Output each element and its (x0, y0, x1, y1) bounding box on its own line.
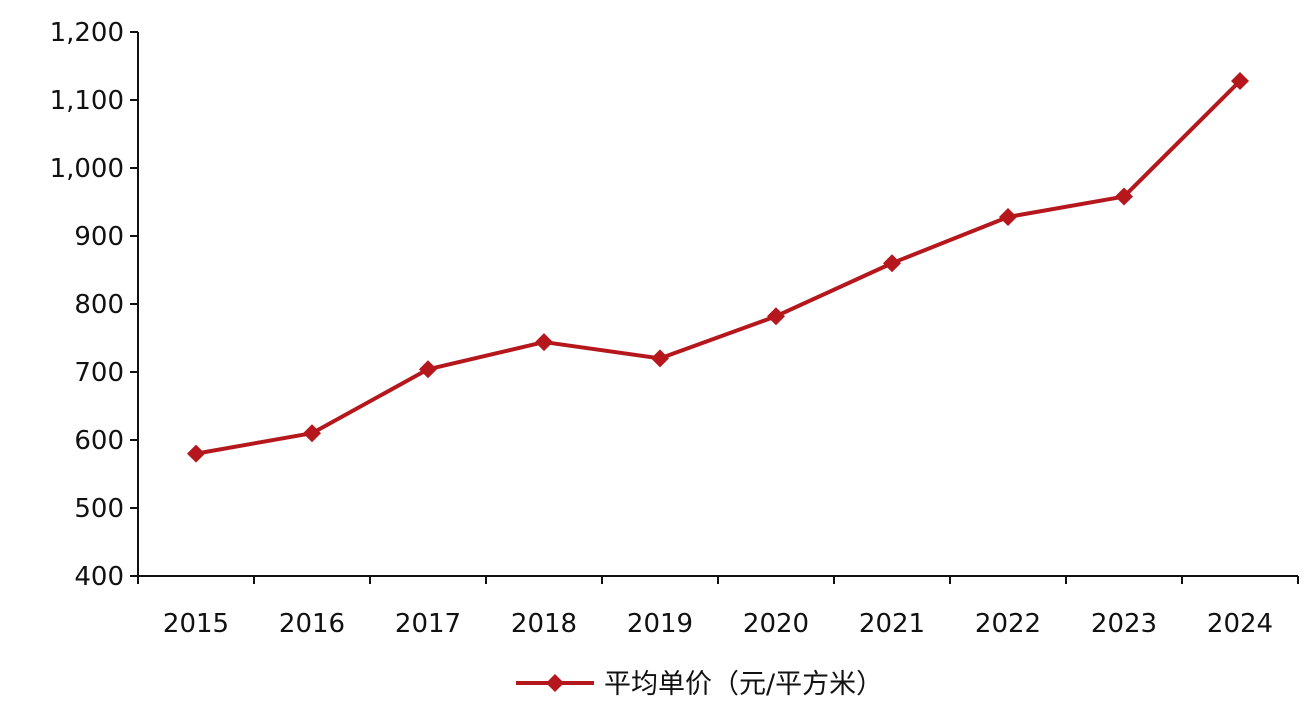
data-point-marker (767, 307, 785, 326)
series-area (187, 71, 1249, 463)
y-tick-label: 1,100 (50, 86, 124, 116)
legend: 平均单价（元/平方米） (516, 669, 883, 700)
x-tick-label: 2023 (1091, 609, 1157, 639)
y-tick-label: 1,000 (50, 154, 124, 184)
x-tick-label: 2024 (1207, 609, 1273, 639)
data-point-marker (1115, 187, 1133, 206)
x-tick-label: 2016 (279, 609, 345, 639)
data-point-marker (535, 333, 553, 352)
x-axis: 2015 2016 2017 2018 2019 2020 2021 2022 2023 2024 (137, 575, 1299, 639)
x-tick-label: 2017 (395, 609, 461, 639)
x-tick-label: 2019 (627, 609, 693, 639)
data-point-marker (1231, 71, 1249, 90)
y-tick-label: 600 (74, 426, 124, 456)
data-point-marker (999, 207, 1017, 226)
data-point-marker (651, 349, 669, 368)
x-tick-label: 2018 (511, 609, 577, 639)
x-tick-label: 2020 (743, 609, 809, 639)
y-tick-label: 500 (74, 494, 124, 524)
data-point-marker (303, 424, 321, 443)
y-tick-label: 1,200 (50, 18, 124, 48)
y-tick-label: 900 (74, 222, 124, 252)
series-line (195, 79, 1242, 456)
y-tick-label: 800 (74, 290, 124, 320)
data-point-marker (187, 444, 205, 463)
x-tick-label: 2021 (859, 609, 925, 639)
legend-label: 平均单价（元/平方米） (604, 669, 883, 700)
data-point-marker (419, 360, 437, 379)
y-tick-label: 400 (74, 562, 124, 592)
data-point-marker (883, 254, 901, 273)
y-axis: 400 500 600 700 800 900 1,000 1,100 1,200 (50, 18, 139, 592)
y-tick-label: 700 (74, 358, 124, 388)
x-tick-label: 2015 (163, 609, 229, 639)
x-tick-label: 2022 (975, 609, 1041, 639)
legend-diamond-marker-icon (546, 674, 564, 692)
